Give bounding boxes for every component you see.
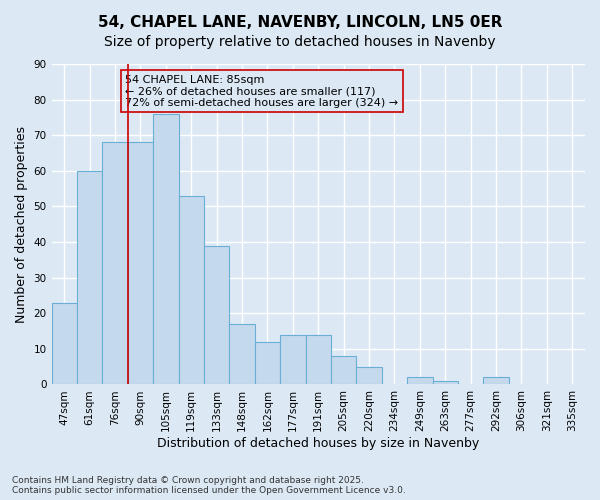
Text: 54 CHAPEL LANE: 85sqm
← 26% of detached houses are smaller (117)
72% of semi-det: 54 CHAPEL LANE: 85sqm ← 26% of detached … (125, 74, 398, 108)
Text: Contains HM Land Registry data © Crown copyright and database right 2025.
Contai: Contains HM Land Registry data © Crown c… (12, 476, 406, 495)
Bar (77, 171, 103, 384)
Text: 54, CHAPEL LANE, NAVENBY, LINCOLN, LN5 0ER: 54, CHAPEL LANE, NAVENBY, LINCOLN, LN5 0… (98, 15, 502, 30)
X-axis label: Distribution of detached houses by size in Navenby: Distribution of detached houses by size … (157, 437, 479, 450)
Bar (356, 366, 382, 384)
Text: Size of property relative to detached houses in Navenby: Size of property relative to detached ho… (104, 35, 496, 49)
Bar (305, 334, 331, 384)
Bar (255, 342, 280, 384)
Bar (179, 196, 204, 384)
Bar (52, 302, 77, 384)
Bar (331, 356, 356, 384)
Bar (128, 142, 153, 384)
Bar (153, 114, 179, 384)
Bar (484, 378, 509, 384)
Bar (103, 142, 128, 384)
Y-axis label: Number of detached properties: Number of detached properties (15, 126, 28, 322)
Bar (433, 381, 458, 384)
Bar (280, 334, 305, 384)
Bar (204, 246, 229, 384)
Bar (229, 324, 255, 384)
Bar (407, 378, 433, 384)
